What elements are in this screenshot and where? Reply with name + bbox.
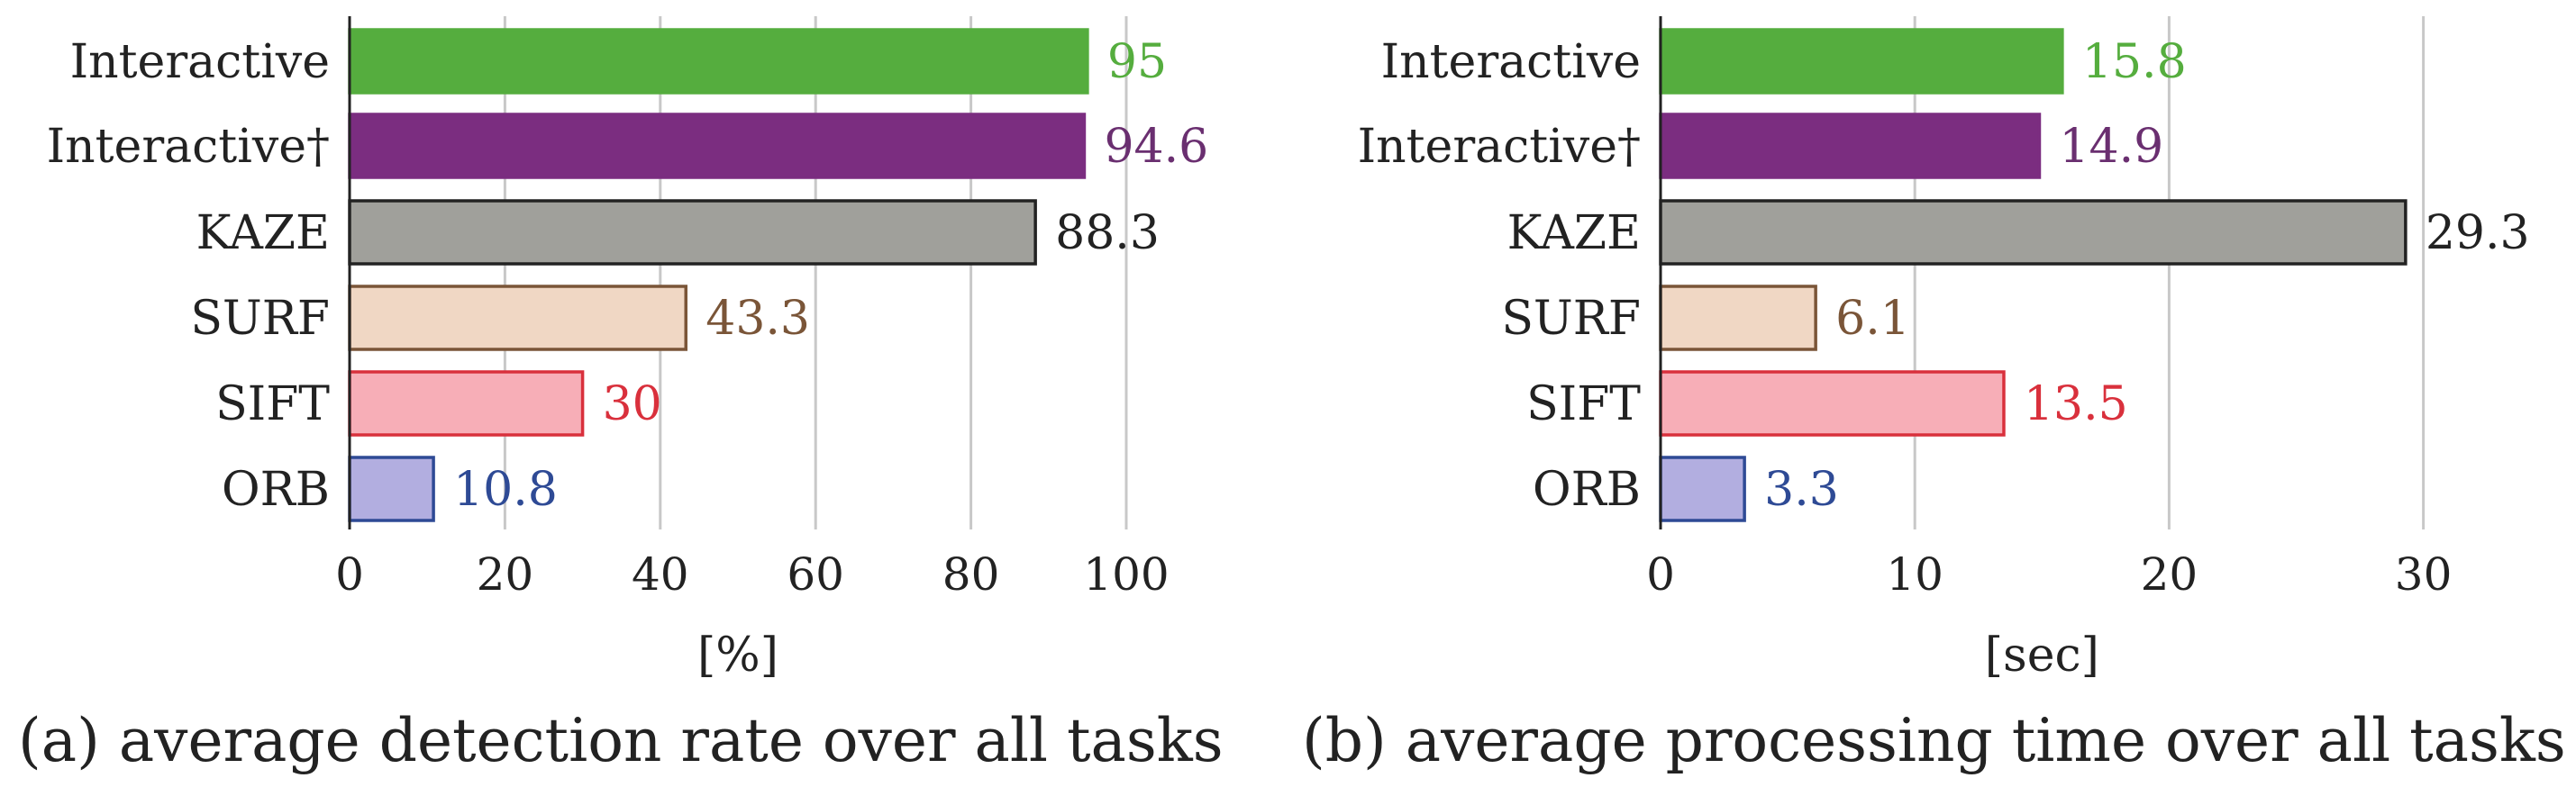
category-label: ORB: [1533, 463, 1641, 517]
category-label: Interactive: [1381, 35, 1641, 89]
x-tick-label: 0: [1646, 548, 1675, 601]
category-label: SIFT: [1526, 377, 1641, 431]
x-axis-title: [sec]: [1985, 629, 2099, 683]
bar-orb: [1659, 456, 1746, 522]
value-label: 30: [603, 377, 662, 431]
value-label: 95: [1107, 35, 1167, 89]
panel-processing-time: 15.8 Interactive 14.9 Interactive† 29.3 KAZE 6…: [1302, 16, 2566, 775]
category-label: ORB: [222, 463, 330, 517]
panel-caption: (b) average processing time over all tas…: [1302, 706, 2566, 775]
x-tick-label: 40: [632, 548, 689, 601]
x-tick-label: 0: [335, 548, 364, 601]
bar-sift: [1659, 370, 2006, 437]
value-label: 94.6: [1104, 120, 1208, 174]
category-label: KAZE: [196, 206, 330, 260]
x-tick-label: 60: [787, 548, 844, 601]
panel-caption: (a) average detection rate over all task…: [18, 706, 1224, 775]
bar-interactivedagger: [348, 113, 1087, 179]
category-label: SURF: [1501, 292, 1641, 346]
bar-surf: [348, 285, 687, 351]
value-label: 3.3: [1764, 463, 1839, 517]
bar-interactive: [348, 28, 1089, 95]
category-label: Interactive†: [47, 120, 330, 174]
bar-surf: [1659, 285, 1817, 351]
x-tick-label: 80: [942, 548, 1000, 601]
bar-interactivedagger: [1659, 113, 2042, 179]
category-label: SURF: [190, 292, 330, 346]
category-label: SIFT: [215, 377, 330, 431]
value-label: 15.8: [2082, 35, 2187, 89]
value-label: 43.3: [705, 292, 810, 346]
bar-orb: [348, 456, 435, 522]
x-tick-label: 20: [2141, 548, 2198, 601]
value-label: 29.3: [2426, 206, 2530, 260]
x-tick-label: 100: [1083, 548, 1169, 601]
value-label: 13.5: [2024, 377, 2128, 431]
panel-detection-rate: 95 Interactive 94.6 Interactive† 88.3 KAZE 43.…: [18, 16, 1224, 775]
value-label: 14.9: [2059, 120, 2163, 174]
x-axis-title: [%]: [697, 629, 778, 683]
bar-interactive: [1659, 28, 2064, 95]
category-label: Interactive: [70, 35, 330, 89]
x-tick-label: 30: [2395, 548, 2453, 601]
bar-sift: [348, 370, 585, 437]
value-label: 88.3: [1055, 206, 1160, 260]
value-label: 6.1: [1835, 292, 1910, 346]
category-label: KAZE: [1507, 206, 1641, 260]
bar-kaze: [348, 199, 1037, 266]
x-tick-label: 10: [1886, 548, 1943, 601]
category-label: Interactive†: [1358, 120, 1641, 174]
value-label: 10.8: [453, 463, 558, 517]
bar-kaze: [1659, 199, 2408, 266]
x-tick-label: 20: [477, 548, 534, 601]
